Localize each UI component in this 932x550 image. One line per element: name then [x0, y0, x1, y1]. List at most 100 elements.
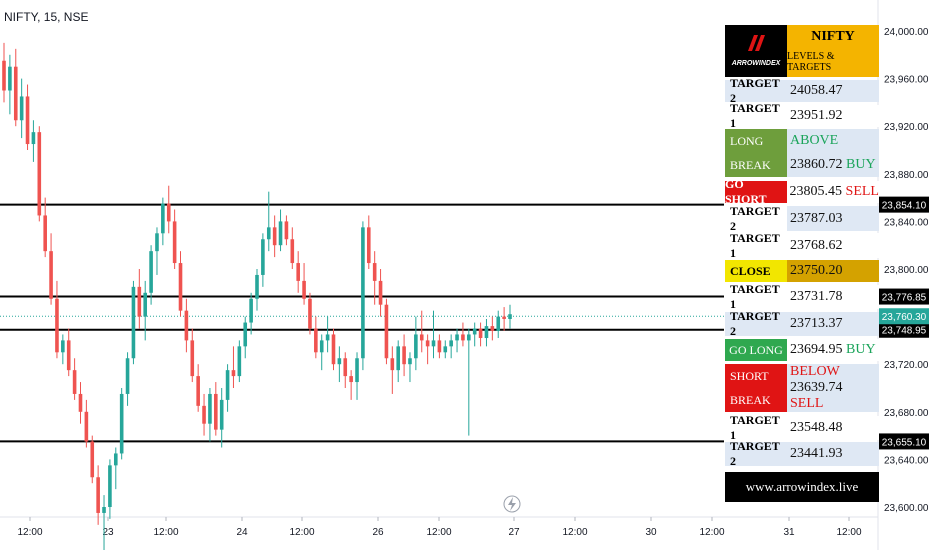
candle-body	[290, 239, 295, 264]
short-break-price: 23639.74	[790, 380, 843, 395]
close-value: 23750.20	[787, 260, 879, 282]
candle-body	[143, 292, 148, 317]
row-label: TARGET 1	[730, 282, 780, 311]
table-header: ARROWINDEX NIFTY LEVELS & TARGETS	[725, 25, 879, 77]
row-label: TARGET 2	[730, 76, 780, 105]
candle-body	[467, 334, 471, 341]
candle-body	[496, 316, 501, 331]
candle-body	[425, 340, 430, 347]
candle-body	[408, 358, 412, 365]
x-tick-label: 12:00	[289, 527, 314, 538]
short-break-value: BELOW 23639.74 SELL	[787, 364, 879, 412]
x-tick-label: 24	[236, 527, 248, 538]
go-long-price: 23694.95	[790, 342, 843, 357]
candle-body	[243, 322, 248, 347]
table-title-main: NIFTY	[811, 29, 855, 44]
candle-body	[384, 304, 389, 359]
candle-body	[461, 334, 465, 341]
x-tick-label: 12:00	[699, 527, 724, 538]
row-value: 23713.37	[790, 316, 843, 331]
candle-body	[131, 286, 136, 359]
candle-body	[419, 334, 424, 341]
lightning-icon	[503, 495, 521, 513]
long-break-price: 23860.72	[790, 157, 843, 172]
candle-body	[349, 376, 353, 383]
candle-body	[196, 376, 200, 406]
candle-body	[190, 340, 195, 377]
row-label: TARGET 1	[730, 413, 780, 442]
go-long-label: GO LONG	[725, 339, 787, 361]
candle-body	[137, 286, 142, 317]
candle-body	[449, 340, 453, 347]
row-value: 23441.93	[790, 446, 843, 461]
sell-text: SELL	[790, 396, 824, 411]
lightning-bolt	[508, 497, 516, 511]
candle-body	[108, 465, 112, 507]
candle-body	[308, 298, 312, 329]
candle-body	[184, 310, 189, 341]
candle-body	[437, 340, 442, 353]
row-target2-top: TARGET 2 24058.47	[725, 76, 879, 105]
candle-body	[155, 233, 159, 252]
go-short-price: 23805.45	[789, 184, 843, 199]
level-price-tag	[879, 196, 929, 213]
y-tick-label: 23,840.00	[884, 217, 929, 228]
candle-body	[331, 334, 336, 365]
candle-body	[84, 411, 89, 442]
current-price-tag	[879, 308, 929, 325]
candle-body	[508, 314, 512, 319]
x-tick-label: 23	[102, 527, 114, 538]
candle-body	[13, 66, 18, 121]
level-price-tag	[879, 321, 929, 338]
row-close: CLOSE 23750.20	[725, 260, 879, 282]
candle-body	[255, 274, 259, 299]
candle-body	[366, 227, 371, 264]
level-price-label: 23,748.95	[882, 326, 927, 337]
candle-body	[172, 221, 177, 264]
y-tick-label: 23,880.00	[884, 170, 929, 181]
short-break-label: SHORT BREAK	[725, 364, 787, 412]
website-link[interactable]: www.arrowindex.live	[725, 472, 879, 502]
candle-body	[314, 328, 318, 353]
candle-body	[361, 227, 365, 359]
candle-body	[161, 203, 165, 234]
candle-body	[125, 358, 130, 394]
x-tick-label: 12:00	[153, 527, 178, 538]
go-long-value: 23694.95 BUY	[787, 339, 879, 361]
candle-body	[66, 340, 71, 371]
candle-body	[225, 370, 230, 400]
candle-body	[31, 132, 36, 145]
level-price-label: 23,655.10	[882, 437, 927, 448]
candle-body	[25, 96, 30, 145]
below-text: BELOW	[790, 364, 840, 379]
short-break-label-2: BREAK	[730, 392, 771, 407]
level-price-tag	[879, 288, 929, 305]
long-break-value: ABOVE 23860.72 BUY	[787, 129, 879, 177]
candle-body	[325, 334, 330, 341]
y-tick-label: 23,680.00	[884, 408, 929, 419]
candle-body	[431, 340, 436, 347]
y-tick-label: 23,600.00	[884, 503, 929, 514]
candle-body	[390, 358, 395, 371]
row-target2-mid: TARGET 2 23787.03	[725, 204, 879, 233]
current-price-label: 23,760.30	[882, 312, 927, 323]
svg-text:ARROWINDEX: ARROWINDEX	[731, 60, 782, 67]
long-break-label-2: BREAK	[730, 157, 771, 172]
x-tick-label: 12:00	[17, 527, 42, 538]
level-price-label: 23,776.85	[882, 293, 927, 304]
candle-body	[272, 227, 277, 246]
candle-body	[61, 340, 65, 353]
candle-body	[78, 393, 83, 412]
row-target2-bottom: TARGET 2 23441.93	[725, 439, 879, 468]
candle-body	[319, 340, 324, 353]
x-tick-label: 30	[645, 527, 657, 538]
row-label: TARGET 1	[730, 230, 780, 260]
candle-body	[237, 346, 242, 377]
y-tick-label: 24,000.00	[884, 27, 929, 38]
candle-body	[72, 370, 77, 394]
above-text: ABOVE	[790, 133, 839, 148]
candle-body	[261, 239, 265, 275]
candle-body	[2, 60, 6, 91]
candle-body	[372, 263, 377, 281]
